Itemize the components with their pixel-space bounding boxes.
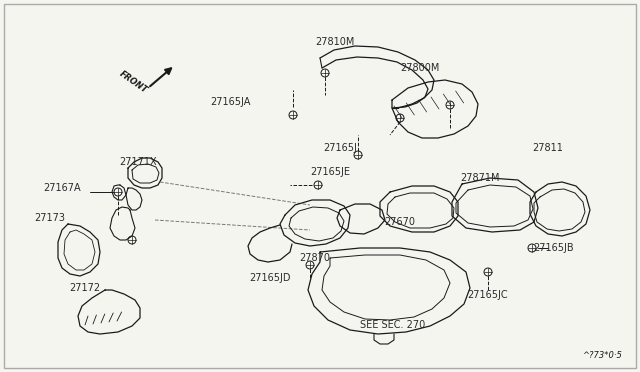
Text: 27165JE: 27165JE xyxy=(310,167,350,177)
Text: 27800M: 27800M xyxy=(400,63,440,73)
Text: 27871M: 27871M xyxy=(460,173,500,183)
Text: 27173: 27173 xyxy=(35,213,65,223)
Text: 27670: 27670 xyxy=(385,217,415,227)
Text: 27165J: 27165J xyxy=(323,143,357,153)
Text: SEE SEC. 270: SEE SEC. 270 xyxy=(360,320,426,330)
Text: 27165JD: 27165JD xyxy=(249,273,291,283)
Text: ^?73*0·5: ^?73*0·5 xyxy=(582,351,622,360)
Text: FRONT: FRONT xyxy=(118,69,150,95)
Text: 27810M: 27810M xyxy=(316,37,355,47)
Text: 27811: 27811 xyxy=(532,143,563,153)
Text: 27870: 27870 xyxy=(300,253,330,263)
Text: 27172: 27172 xyxy=(69,283,100,293)
Text: 27171X: 27171X xyxy=(119,157,157,167)
Text: 27165JA: 27165JA xyxy=(210,97,250,107)
Text: 27165JC: 27165JC xyxy=(468,290,508,300)
Text: 27165JB: 27165JB xyxy=(534,243,574,253)
Text: 27167A: 27167A xyxy=(43,183,81,193)
